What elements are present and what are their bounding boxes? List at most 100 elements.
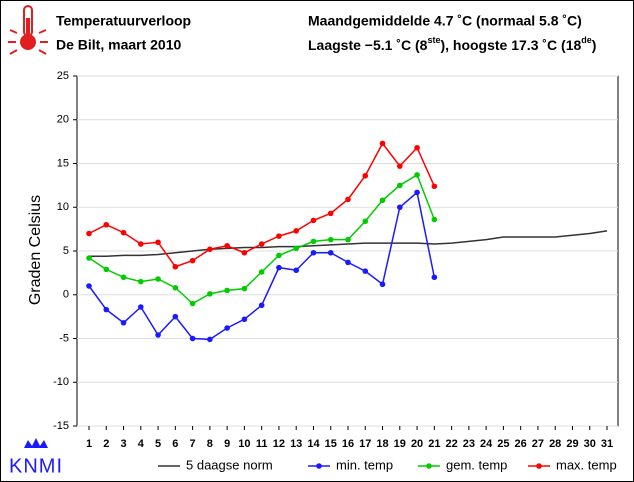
x-tick-label: 19 xyxy=(394,438,406,450)
point xyxy=(414,172,420,178)
point xyxy=(224,287,230,294)
point xyxy=(241,316,248,323)
x-tick-label: 2 xyxy=(103,438,109,450)
point xyxy=(103,306,110,313)
y-tick-label: 25 xyxy=(57,70,69,82)
annotation: Maandgemiddelde 4.7 ˚C (normaal 5.8 ˚C) xyxy=(308,13,582,29)
annotation-part: ) xyxy=(592,37,597,53)
point xyxy=(345,196,351,203)
x-tick-label: 27 xyxy=(532,438,544,450)
legend-label: max. temp xyxy=(556,457,617,472)
point xyxy=(155,239,161,246)
point xyxy=(155,276,161,282)
point xyxy=(172,313,179,320)
point xyxy=(172,263,179,270)
x-tick-label: 18 xyxy=(376,438,388,450)
x-tick-label: 25 xyxy=(497,438,509,450)
point xyxy=(189,335,196,342)
x-tick-label: 7 xyxy=(190,438,196,450)
x-tick-label: 9 xyxy=(224,438,230,450)
y-tick-label: 15 xyxy=(57,157,69,169)
y-axis-label: Graden Celsius xyxy=(27,195,44,305)
x-tick-label: 13 xyxy=(290,438,302,450)
point xyxy=(362,172,369,179)
x-tick-label: 14 xyxy=(307,438,320,450)
point xyxy=(189,257,196,264)
y-tick-label: -5 xyxy=(59,332,69,344)
y-tick-label: 0 xyxy=(63,289,69,301)
point xyxy=(379,140,386,147)
point xyxy=(120,229,127,236)
point xyxy=(86,230,92,237)
x-tick-label: 8 xyxy=(207,438,213,450)
point xyxy=(258,302,265,309)
point xyxy=(276,252,282,259)
point xyxy=(258,269,265,275)
x-tick-label: 16 xyxy=(342,438,354,450)
point xyxy=(138,241,144,247)
y-tick-label: -15 xyxy=(53,420,69,432)
annotation: Laagste −5.1 ˚C (8ste), hoogste 17.3 ˚C … xyxy=(308,35,596,52)
point xyxy=(362,268,369,274)
logo-text: KNMI xyxy=(9,455,63,477)
point xyxy=(397,204,403,211)
legend-label: 5 daagse norm xyxy=(186,457,273,472)
x-tick-label: 6 xyxy=(172,438,178,450)
point xyxy=(189,300,196,307)
point xyxy=(431,216,438,223)
point xyxy=(293,267,300,274)
legend-point xyxy=(426,463,432,469)
point xyxy=(276,233,282,239)
point xyxy=(155,332,161,338)
x-tick-label: 22 xyxy=(445,438,457,450)
point xyxy=(414,144,420,151)
point xyxy=(345,259,351,266)
point xyxy=(138,304,144,310)
point xyxy=(241,285,248,292)
point xyxy=(293,228,300,234)
x-tick-label: 23 xyxy=(463,438,475,450)
point xyxy=(103,266,110,273)
x-tick-label: 12 xyxy=(273,438,285,450)
point xyxy=(207,336,213,343)
point xyxy=(172,284,179,291)
chart-subtitle: De Bilt, maart 2010 xyxy=(56,37,181,53)
x-tick-label: 10 xyxy=(238,438,250,450)
x-tick-label: 3 xyxy=(120,438,126,450)
point xyxy=(86,283,92,289)
thermometer-icon xyxy=(8,5,48,55)
y-tick-label: 20 xyxy=(57,114,69,126)
y-tick-label: -10 xyxy=(53,376,69,388)
legend-label: gem. temp xyxy=(446,457,507,472)
annotation-sup: ste xyxy=(427,35,440,45)
point xyxy=(120,319,127,326)
annotation-part: Laagste −5.1 ˚C (8 xyxy=(308,37,428,53)
x-tick-label: 11 xyxy=(256,438,268,450)
point xyxy=(431,274,438,281)
x-tick-label: 15 xyxy=(325,438,337,450)
knmi-crown xyxy=(24,438,48,448)
point xyxy=(379,197,386,204)
point xyxy=(120,274,127,281)
point xyxy=(207,246,213,253)
annotation-sup: de xyxy=(581,35,592,45)
point xyxy=(310,238,317,245)
point xyxy=(103,221,110,228)
x-tick-label: 5 xyxy=(155,438,161,450)
legend-label: min. temp xyxy=(336,457,393,472)
x-tick-label: 1 xyxy=(86,438,92,450)
x-tick-label: 26 xyxy=(515,438,527,450)
point xyxy=(397,163,403,169)
point xyxy=(327,249,334,256)
point xyxy=(207,291,213,297)
point xyxy=(258,241,265,247)
annotation-part: ), hoogste 17.3 ˚C (18 xyxy=(440,37,581,53)
x-tick-label: 21 xyxy=(428,438,440,450)
point xyxy=(310,217,317,224)
chart-title: Temperatuurverloop xyxy=(56,13,191,29)
point xyxy=(431,183,438,190)
point xyxy=(224,325,230,331)
point xyxy=(224,242,230,249)
x-tick-label: 29 xyxy=(566,438,578,450)
point xyxy=(414,189,420,196)
